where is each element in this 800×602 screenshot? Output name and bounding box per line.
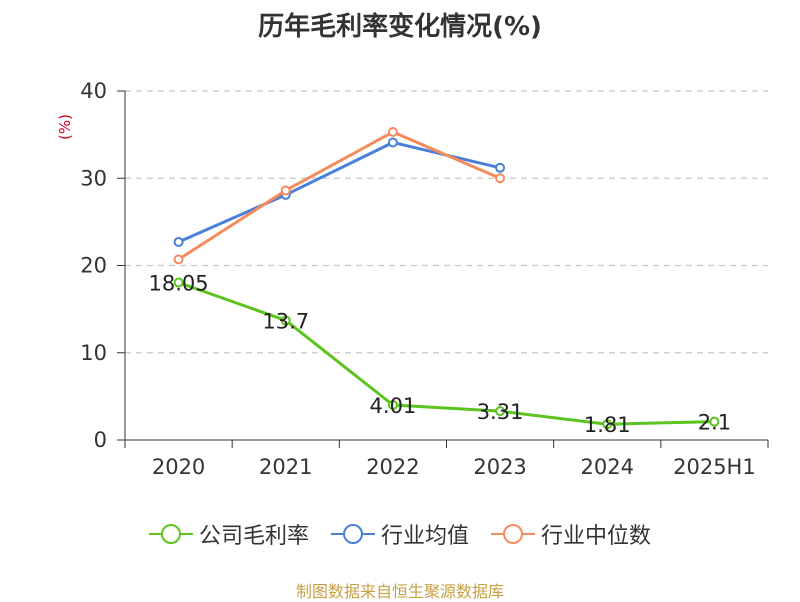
data-point [495,162,506,173]
legend-label: 行业中位数 [541,524,652,549]
legend-label: 行业均值 [380,524,469,549]
data-label: 18.05 [149,272,209,296]
series-line [177,130,501,261]
data-point [173,277,184,288]
source-note: 制图数据来自恒生聚源数据库 [295,582,504,601]
x-tick-label: 2020 [152,455,205,479]
data-label: 4.01 [370,394,417,418]
data-point [387,400,398,411]
y-tick-label: 30 [80,166,107,190]
data-point [387,127,398,138]
legend-item[interactable]: 行业均值 [330,518,469,550]
legend-swatch [491,524,535,544]
y-tick-label: 0 [94,428,107,452]
data-point [173,236,184,247]
x-tick-label: 2025H1 [673,455,756,479]
data-label: 1.81 [584,413,631,437]
data-point [280,185,291,196]
x-tick-label: 2024 [581,455,634,479]
data-point [387,137,398,148]
legend: 公司毛利率 行业均值 行业中位数 [0,518,800,550]
data-point [495,406,506,417]
data-label: 3.31 [477,400,524,424]
y-axis-label: (%) [56,114,74,140]
data-point [173,254,184,265]
y-tick-label: 40 [80,79,107,103]
x-tick-label: 2023 [473,455,526,479]
x-tick-label: 2021 [259,455,312,479]
series-line [178,281,715,426]
legend-swatch [330,524,375,544]
legend-label: 公司毛利率 [198,524,309,549]
legend-item[interactable]: 行业中位数 [491,518,651,550]
y-tick-label: 20 [80,254,107,278]
chart-title: 历年毛利率变化情况(%) [258,12,542,42]
data-label: 2.1 [698,411,731,435]
legend-item[interactable]: 公司毛利率 [148,518,309,550]
data-point [709,416,720,427]
data-point [280,315,291,326]
x-tick-label: 2022 [366,455,419,479]
legend-swatch [148,524,193,544]
data-point [495,173,506,184]
y-tick-label: 10 [80,341,107,365]
data-label: 13.7 [262,309,309,333]
data-point [602,419,613,430]
